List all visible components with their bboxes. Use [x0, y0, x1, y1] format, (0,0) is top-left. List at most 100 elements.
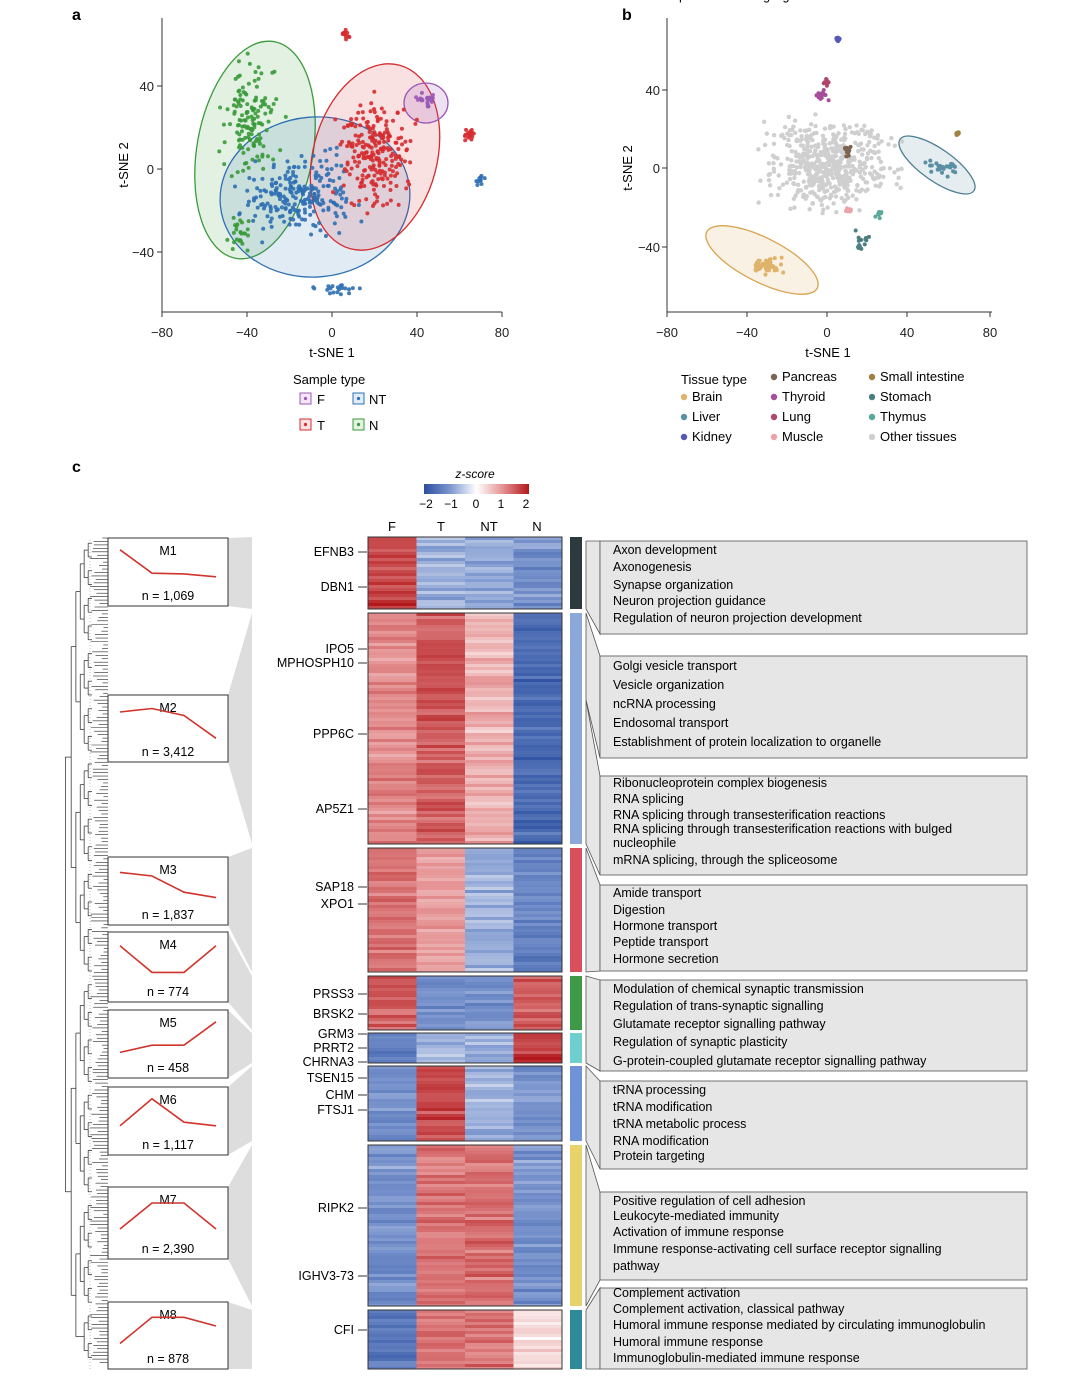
heatmap-cell [513, 1232, 563, 1236]
heatmap-cell [465, 1154, 514, 1158]
sample-point-nt [296, 165, 301, 170]
panel-b-scatter [753, 35, 961, 277]
heatmap-cell [513, 956, 563, 960]
sample-point-nt [285, 159, 290, 164]
module-profile-box [107, 1301, 229, 1370]
heatmap-block-border [367, 975, 563, 1031]
sample-point-nt [293, 222, 298, 227]
heatmap-cell [465, 902, 514, 906]
heatmap-cell [368, 546, 417, 550]
module-color-bars [570, 537, 582, 1369]
heatmap-cell [513, 863, 563, 867]
heatmap-cell [465, 848, 514, 852]
heatmap-cell [416, 1151, 466, 1155]
heatmap-cell [513, 1148, 563, 1152]
heatmap-cell [465, 1244, 514, 1248]
tissue-point-other [854, 188, 859, 193]
tissue-point-other [820, 162, 825, 168]
sample-point-f [419, 90, 424, 95]
heatmap-cell [465, 899, 514, 903]
heatmap-cell [368, 1295, 417, 1299]
heatmap-cell [513, 994, 563, 998]
tissue-point-other [777, 185, 782, 191]
heatmap-cell [416, 976, 466, 980]
heatmap-cell [465, 932, 514, 936]
heatmap-cell [465, 1021, 514, 1025]
heatmap-cell [513, 1208, 563, 1212]
heatmap-cell [465, 1355, 514, 1359]
tissue-point-other [762, 142, 768, 148]
heatmap-cell [465, 881, 514, 885]
heatmap-cell [513, 817, 563, 821]
heatmap-cell [465, 700, 514, 704]
heatmap-cell [368, 1132, 417, 1136]
heatmap-cell [416, 1328, 466, 1332]
heatmap-cell [416, 1048, 466, 1052]
module-profile-line [119, 707, 217, 739]
sample-point-nt [245, 203, 250, 208]
heatmap-cell [465, 718, 514, 722]
sample-point-nt [297, 222, 302, 227]
sample-point-n [255, 114, 260, 119]
sample-point-t [383, 163, 388, 168]
heatmap-cell [513, 965, 563, 969]
tissue-point-other [822, 189, 827, 195]
tissue-point-other [875, 133, 881, 138]
heatmap-cell [416, 908, 466, 912]
sample-point-n [241, 150, 246, 155]
tissue-point-other [821, 207, 826, 212]
heatmap-cell [368, 962, 417, 966]
sample-point-n [245, 233, 250, 238]
heatmap-cell [416, 1157, 466, 1161]
heatmap-cell [465, 1178, 514, 1182]
sample-point-t [372, 173, 377, 178]
tissue-point-other [779, 133, 784, 139]
heatmap-cell [416, 878, 466, 882]
heatmap-cell [368, 579, 417, 583]
module-profile-line [119, 945, 217, 974]
tissue-point-other [766, 178, 772, 183]
sample-point-nt [271, 162, 276, 167]
heatmap-cell [465, 820, 514, 824]
sample-point-n [221, 122, 226, 127]
tissue-point-other [785, 142, 790, 148]
tissue-point-other [814, 194, 820, 199]
sample-point-t [359, 184, 364, 189]
tissue-point-other [819, 151, 824, 156]
tissue-point-other [780, 182, 786, 187]
tissue-point-other [828, 185, 834, 190]
sample-point-t [357, 134, 362, 139]
heatmap-cell [513, 917, 563, 921]
heatmap-cell [368, 932, 417, 936]
sample-point-t [389, 163, 394, 168]
go-term: Humoral immune response mediated by circ… [613, 1318, 985, 1332]
heatmap-block-m4 [367, 975, 563, 1031]
tissue-point-other [841, 199, 847, 204]
heatmap-cell [368, 576, 417, 580]
heatmap-cell [513, 555, 563, 559]
sample-point-nt [338, 292, 343, 297]
heatmap-cell [368, 1054, 417, 1058]
module-profile-line [119, 1097, 217, 1127]
heatmap-cell [416, 991, 466, 995]
heatmap-cell [368, 1148, 417, 1152]
heatmap-cell [368, 655, 417, 659]
tissue-point-other [775, 192, 781, 198]
heatmap-cell [465, 727, 514, 731]
heatmap-cell [513, 570, 563, 574]
sample-point-n [256, 76, 261, 81]
heatmap-cell [368, 994, 417, 998]
heatmap-cell [368, 1199, 417, 1203]
tissue-point-other [802, 152, 807, 158]
heatmap-cell [416, 579, 466, 583]
go-term: Immune response-activating cell surface … [613, 1242, 942, 1256]
legend-item-nt: NT [352, 392, 386, 407]
heatmap-cell [416, 573, 466, 577]
tissue-point-other [866, 139, 872, 145]
sample-point-t [366, 143, 371, 148]
legend-item-liver: Liver [680, 409, 721, 424]
legend-dot [680, 393, 688, 401]
sample-point-n [256, 65, 261, 70]
heatmap-cell [465, 643, 514, 647]
heatmap-cell [368, 1060, 417, 1064]
